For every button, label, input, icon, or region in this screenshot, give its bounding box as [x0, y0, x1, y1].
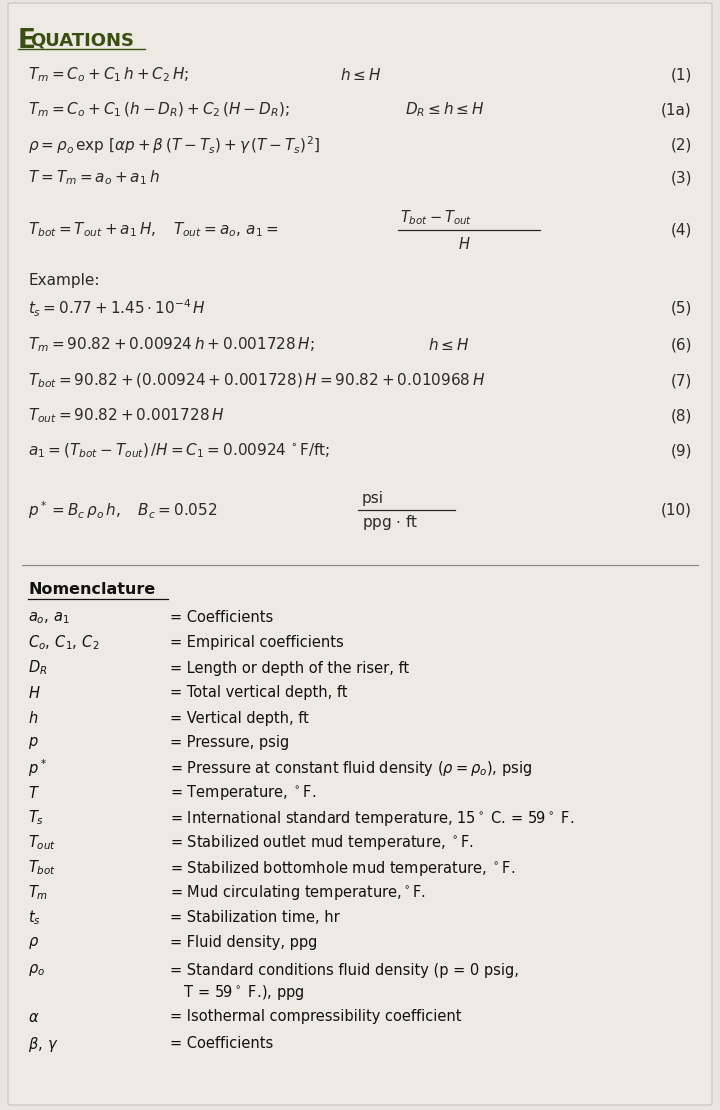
Text: = Standard conditions fluid density (p = 0 psig,: = Standard conditions fluid density (p =… [170, 962, 519, 978]
Text: (1): (1) [670, 68, 692, 82]
Text: (3): (3) [670, 171, 692, 185]
Text: $p$: $p$ [28, 735, 39, 751]
Text: (4): (4) [670, 222, 692, 238]
Text: $C_o,\, C_1,\, C_2$: $C_o,\, C_1,\, C_2$ [28, 634, 99, 653]
Text: $T_m = C_o + C_1\, (h - D_R) + C_2\, (H - D_R);$: $T_m = C_o + C_1\, (h - D_R) + C_2\, (H … [28, 101, 289, 119]
Text: $p^*$: $p^*$ [28, 757, 47, 779]
Text: (7): (7) [670, 373, 692, 388]
Text: $h$: $h$ [28, 710, 38, 726]
Text: $h \leq H$: $h \leq H$ [340, 67, 382, 83]
Text: $D_R$: $D_R$ [28, 658, 48, 677]
Text: $T_{bot} = 90.82 + (0.00924 + 0.001728)\, H = 90.82 + 0.010968\, H$: $T_{bot} = 90.82 + (0.00924 + 0.001728)\… [28, 372, 485, 391]
Text: (1a): (1a) [661, 102, 692, 118]
Text: (2): (2) [670, 138, 692, 152]
Text: = Temperature, $^\circ$F.: = Temperature, $^\circ$F. [170, 784, 316, 803]
Text: (10): (10) [661, 503, 692, 517]
Text: psi: psi [362, 491, 384, 505]
Text: $a_o,\, a_1$: $a_o,\, a_1$ [28, 610, 70, 626]
Text: $H$: $H$ [458, 236, 471, 252]
Text: E: E [18, 28, 36, 54]
Text: $T$: $T$ [28, 785, 40, 801]
Text: (9): (9) [670, 444, 692, 458]
Text: ppg $\cdot$ ft: ppg $\cdot$ ft [362, 514, 418, 533]
Text: $T_{out} = 90.82 + 0.001728\, H$: $T_{out} = 90.82 + 0.001728\, H$ [28, 406, 224, 425]
Text: $\rho = \rho_o\, \exp\, [\alpha p + \beta\, (T - T_s) + \gamma\, (T - T_s)^2]$: $\rho = \rho_o\, \exp\, [\alpha p + \bet… [28, 134, 320, 155]
Text: $T_{bot} = T_{out} + a_1\, H, \quad T_{out} = a_o,\, a_1 =$: $T_{bot} = T_{out} + a_1\, H, \quad T_{o… [28, 221, 279, 240]
Text: $T = T_m = a_o + a_1\, h$: $T = T_m = a_o + a_1\, h$ [28, 169, 160, 188]
Text: $\rho_o$: $\rho_o$ [28, 962, 45, 978]
Text: $T_{bot}$: $T_{bot}$ [28, 859, 56, 877]
Text: Example:: Example: [28, 272, 99, 287]
Text: $T_{bot} - T_{out}$: $T_{bot} - T_{out}$ [400, 209, 472, 228]
Text: $h \leq H$: $h \leq H$ [428, 337, 469, 353]
Text: = Stabilization time, hr: = Stabilization time, hr [170, 910, 340, 926]
Text: = Empirical coefficients: = Empirical coefficients [170, 636, 343, 650]
Text: = Length or depth of the riser, ft: = Length or depth of the riser, ft [170, 660, 409, 676]
Text: = Total vertical depth, ft: = Total vertical depth, ft [170, 686, 348, 700]
Text: = Stabilized outlet mud temperature, $^\circ$F.: = Stabilized outlet mud temperature, $^\… [170, 834, 474, 852]
Text: $T_m$: $T_m$ [28, 884, 48, 902]
Text: QUATIONS: QUATIONS [30, 32, 134, 50]
Text: $T_m = 90.82 + 0.00924\, h + 0.001728\, H;$: $T_m = 90.82 + 0.00924\, h + 0.001728\, … [28, 335, 315, 354]
Text: = International standard temperature, 15$^\circ$ C. = 59$^\circ$ F.: = International standard temperature, 15… [170, 808, 574, 827]
Text: = Fluid density, ppg: = Fluid density, ppg [170, 936, 318, 950]
Text: $T_{out}$: $T_{out}$ [28, 834, 56, 852]
Text: $T_s$: $T_s$ [28, 809, 44, 827]
Text: $p^* = B_c\, \rho_o\, h, \quad B_c = 0.052$: $p^* = B_c\, \rho_o\, h, \quad B_c = 0.0… [28, 500, 217, 521]
Text: = Vertical depth, ft: = Vertical depth, ft [170, 710, 309, 726]
FancyBboxPatch shape [8, 3, 712, 1104]
Text: = Stabilized bottomhole mud temperature, $^\circ$F.: = Stabilized bottomhole mud temperature,… [170, 858, 516, 878]
Text: = Pressure at constant fluid density ($\rho = \rho_o$), psig: = Pressure at constant fluid density ($\… [170, 758, 532, 777]
Text: $D_R \leq h \leq H$: $D_R \leq h \leq H$ [405, 101, 485, 120]
Text: (6): (6) [670, 337, 692, 353]
Text: $\beta,\, \gamma$: $\beta,\, \gamma$ [28, 1035, 58, 1053]
Text: T = 59$^\circ$ F.), ppg: T = 59$^\circ$ F.), ppg [170, 982, 305, 1001]
Text: (5): (5) [670, 301, 692, 315]
Text: = Coefficients: = Coefficients [170, 1037, 274, 1051]
Text: $\alpha$: $\alpha$ [28, 1009, 40, 1025]
Text: Nomenclature: Nomenclature [28, 583, 156, 597]
Text: $a_1 = (T_{bot} - T_{out})\, /H = C_1 = 0.00924\, ^\circ\mathrm{F/ft};$: $a_1 = (T_{bot} - T_{out})\, /H = C_1 = … [28, 442, 330, 461]
Text: = Isothermal compressibility coefficient: = Isothermal compressibility coefficient [170, 1009, 462, 1025]
Text: $t_s$: $t_s$ [28, 909, 41, 927]
Text: $\rho$: $\rho$ [28, 935, 39, 951]
Text: = Coefficients: = Coefficients [170, 610, 274, 626]
Text: = Pressure, psig: = Pressure, psig [170, 736, 289, 750]
Text: (8): (8) [670, 408, 692, 424]
Text: $H$: $H$ [28, 685, 40, 702]
Text: = Mud circulating temperature,$^\circ$F.: = Mud circulating temperature,$^\circ$F. [170, 884, 426, 902]
Text: $t_s = 0.77 + 1.45 \cdot 10^{-4}\, H$: $t_s = 0.77 + 1.45 \cdot 10^{-4}\, H$ [28, 297, 206, 319]
Text: $T_m = C_o + C_1\, h + C_2\, H;$: $T_m = C_o + C_1\, h + C_2\, H;$ [28, 65, 189, 84]
